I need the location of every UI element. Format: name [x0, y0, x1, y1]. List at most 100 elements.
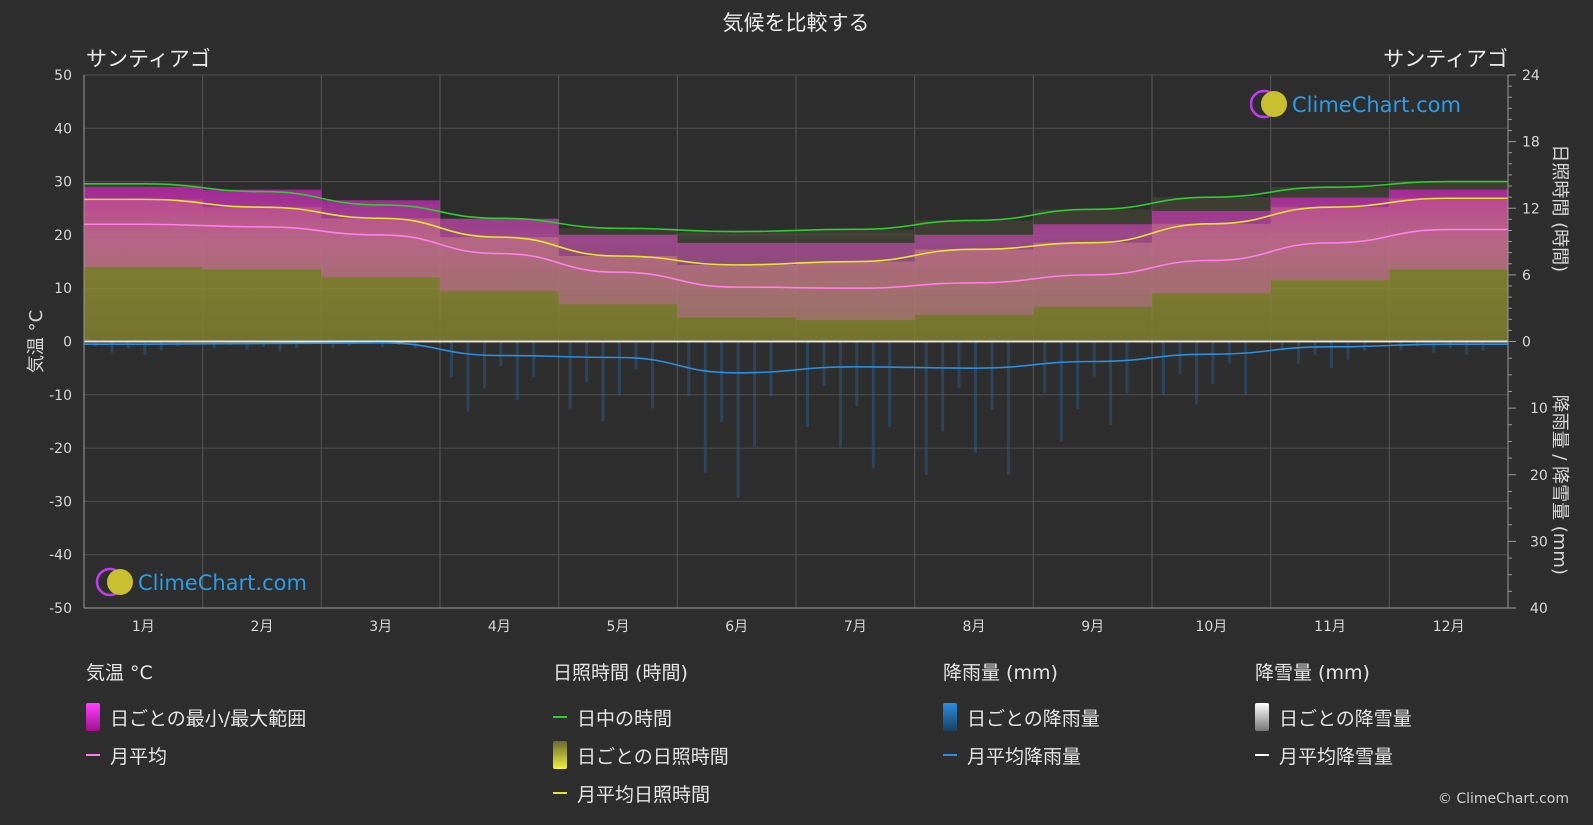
daily-rain-bar — [1465, 341, 1469, 355]
y-left-tick-label: 0 — [63, 335, 72, 351]
y-left-tick-label: -10 — [49, 388, 72, 404]
daily-rain-bar — [957, 341, 961, 389]
daily-rain-bar — [1399, 341, 1403, 351]
legend-rain-title: 降雨量 (mm) — [943, 662, 1058, 684]
daily-rain-bar — [1194, 341, 1198, 405]
watermark-bottom-left: ClimeChart.com — [95, 567, 307, 597]
y-right-top-tick-label: 12 — [1522, 201, 1540, 217]
rain-avg-line — [83, 342, 1508, 374]
y-left-tick-label: 10 — [54, 281, 72, 297]
daily-rain-bar — [1330, 341, 1333, 369]
sunshine-avg-line — [84, 197, 1508, 266]
legend-temp-range-label: 日ごとの最小/最大範囲 — [110, 707, 307, 730]
y-left-tick-label: 50 — [54, 68, 72, 84]
daily-rain-bar — [974, 341, 977, 454]
daily-rain-bar — [450, 341, 453, 378]
daily-rain-bar — [245, 341, 249, 350]
y-right-top-axis-title: 日照時間 (時間) — [1549, 144, 1570, 272]
daily-rain-bar — [1076, 341, 1080, 409]
daylight-band — [84, 181, 1508, 265]
y-right-top-tick-label: 24 — [1522, 68, 1540, 84]
x-tick-label: 5月 — [607, 619, 630, 635]
watermark-top-right: ClimeChart.com — [1249, 89, 1461, 119]
x-tick-label: 6月 — [725, 619, 748, 635]
legend-rain-avg-label: 月平均降雨量 — [967, 745, 1082, 768]
y-right-top-tick-label: 6 — [1522, 268, 1531, 284]
legend-item-sunshine-avg: 月平均日照時間 — [553, 774, 729, 812]
daily-rain-bar — [1059, 341, 1063, 442]
daily-rain-bar — [294, 341, 298, 349]
daily-rain-bar — [1092, 341, 1096, 377]
daily-rain-bar — [515, 341, 519, 401]
daily-rain-bar — [618, 341, 621, 396]
legend-snow-avg-label: 月平均降雪量 — [1279, 745, 1394, 768]
legend-daily-sunshine-label: 日ごとの日照時間 — [577, 745, 729, 768]
y-left-tick-label: -40 — [49, 548, 72, 564]
daily-rain-bar — [855, 341, 859, 407]
legend-item-temp-avg: 月平均 — [86, 736, 306, 774]
x-tick-label: 8月 — [963, 619, 986, 635]
temp-avg-swatch — [86, 754, 100, 756]
legend-item-daily-rain: 日ごとの降雨量 — [943, 698, 1100, 736]
logo-sun-icon — [1261, 91, 1287, 117]
rain-avg-swatch — [943, 754, 957, 756]
daily-rain-bar — [1125, 341, 1129, 393]
y-left-tick-label: -20 — [49, 441, 72, 457]
x-tick-label: 2月 — [251, 619, 274, 635]
daily-rain-bar — [822, 341, 826, 386]
daily-rain-bar — [1178, 341, 1182, 374]
daily-rain-bar — [1162, 341, 1165, 395]
y-left-tick-label: 30 — [54, 175, 72, 191]
legend-sunshine-avg-label: 月平均日照時間 — [577, 783, 711, 806]
legend-rain: 降雨量 (mm) 日ごとの降雨量 月平均降雨量 — [943, 660, 1100, 774]
temp-range-band — [84, 186, 1508, 321]
daily-rain-bar — [924, 341, 928, 475]
y-left-tick-label: -50 — [49, 601, 72, 617]
daily-rain-bar — [466, 341, 470, 412]
x-tick-label: 7月 — [844, 619, 867, 635]
copyright: © ClimeChart.com — [1437, 791, 1569, 807]
daily-rain-bar — [720, 341, 724, 422]
legend-temperature-title: 気温 °C — [86, 662, 153, 684]
sunshine-avg-swatch — [553, 792, 567, 794]
daily-rain-bar — [380, 341, 384, 348]
daily-rain-bar — [753, 341, 757, 448]
daylight-swatch — [553, 716, 567, 718]
daily-rain-bar — [1244, 341, 1248, 395]
daily-rain-bar — [143, 341, 147, 355]
legend-item-rain-avg: 月平均降雨量 — [943, 736, 1100, 774]
daily-rain-bar — [568, 341, 572, 409]
y-right-top-tick-label: 0 — [1522, 335, 1531, 351]
daily-rain-bar — [110, 341, 114, 353]
daily-rain-swatch — [943, 703, 957, 731]
temp-avg-line — [83, 223, 1509, 290]
daily-rain-bar — [871, 341, 875, 469]
y-left-axis-title: 気温 °C — [26, 310, 47, 373]
daily-rain-bar — [278, 341, 282, 352]
daily-rain-bar — [331, 341, 335, 349]
watermark-text: ClimeChart.com — [138, 571, 307, 595]
left-city-name: サンティアゴ — [86, 47, 211, 71]
legend-temperature: 気温 °C 日ごとの最小/最大範囲 月平均 — [86, 660, 306, 774]
y-right-bottom-axis-title: 降雨量 / 降雪量 (mm) — [1549, 395, 1570, 575]
daily-rain-bar — [1297, 341, 1301, 364]
daily-rain-bar — [650, 341, 654, 409]
y-right-bottom-tick-label: 40 — [1530, 601, 1548, 617]
x-tick-label: 10月 — [1195, 619, 1227, 635]
daily-rain-bar — [941, 341, 945, 432]
right-city-name: サンティアゴ — [1383, 47, 1508, 71]
legend: 気温 °C 日ごとの最小/最大範囲 月平均 日照時間 (時間) 日中の時間 日ご… — [0, 660, 1593, 810]
daily-rain-bar — [482, 341, 486, 389]
daily-rain-bar — [499, 341, 503, 366]
daily-rain-bar — [806, 341, 809, 427]
daily-rain-bar — [703, 341, 707, 473]
daily-rain-bar — [769, 341, 773, 397]
legend-item-snow-avg: 月平均降雪量 — [1255, 736, 1412, 774]
legend-snow-title: 降雪量 (mm) — [1255, 662, 1370, 684]
y-right-bottom-tick-label: 10 — [1530, 401, 1548, 417]
legend-item-daily-sunshine: 日ごとの日照時間 — [553, 736, 729, 774]
daily-sunshine-swatch — [553, 741, 567, 769]
legend-item-temp-range: 日ごとの最小/最大範囲 — [86, 698, 306, 736]
y-left-tick-label: 40 — [54, 121, 72, 137]
logo-sun-icon — [107, 569, 133, 595]
